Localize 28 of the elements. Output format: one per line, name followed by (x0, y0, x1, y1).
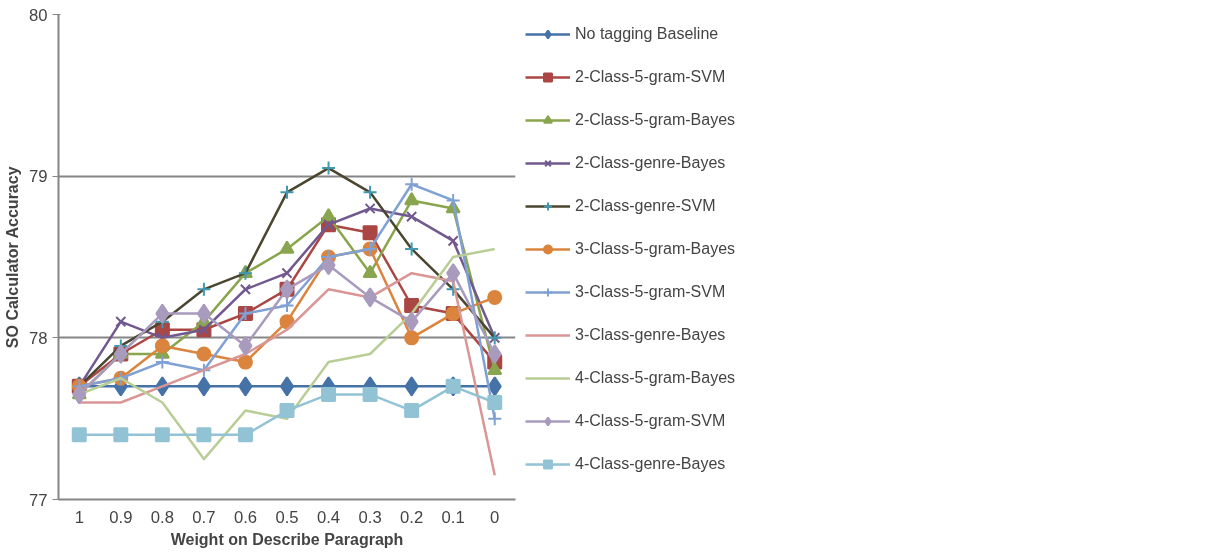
legend-label: 2-Class-genre-Bayes (575, 154, 726, 172)
legend-label: 3-Class-genre-Bayes (575, 326, 726, 344)
x-tick-label: 0.9 (109, 507, 133, 527)
y-axis-title: SO Calculator Accuracy (3, 166, 21, 349)
y-tick-label: 77 (28, 490, 48, 510)
x-tick-label: 0.1 (441, 507, 465, 527)
legend-label: 4-Class-genre-Bayes (575, 455, 726, 473)
y-tick-label: 80 (28, 5, 48, 25)
x-tick-label: 0.6 (233, 507, 258, 527)
legend-label: 2-Class-genre-SVM (575, 197, 716, 215)
legend-label: 4-Class-5-gram-Bayes (575, 369, 736, 387)
legend-label: 3-Class-5-gram-SVM (575, 283, 726, 301)
x-axis-title: Weight on Describe Paragraph (170, 530, 404, 548)
y-tick-label: 78 (28, 328, 48, 348)
x-tick-label: 1 (74, 507, 84, 527)
x-tick-label: 0.8 (150, 507, 174, 527)
y-tick-label: 79 (28, 167, 48, 187)
legend-label: 4-Class-5-gram-SVM (575, 412, 726, 430)
x-tick-label: 0.5 (275, 507, 299, 527)
x-tick-label: 0.4 (316, 507, 341, 527)
legend-label: 2-Class-5-gram-SVM (575, 68, 726, 86)
x-tick-label: 0.2 (400, 507, 424, 527)
legend-label: No tagging Baseline (575, 25, 719, 43)
legend-label: 2-Class-5-gram-Bayes (575, 111, 736, 129)
x-tick-label: 0 (490, 507, 500, 527)
x-tick-label: 0.7 (192, 507, 216, 527)
x-tick-label: 0.3 (358, 507, 382, 527)
legend-label: 3-Class-5-gram-Bayes (575, 240, 736, 258)
